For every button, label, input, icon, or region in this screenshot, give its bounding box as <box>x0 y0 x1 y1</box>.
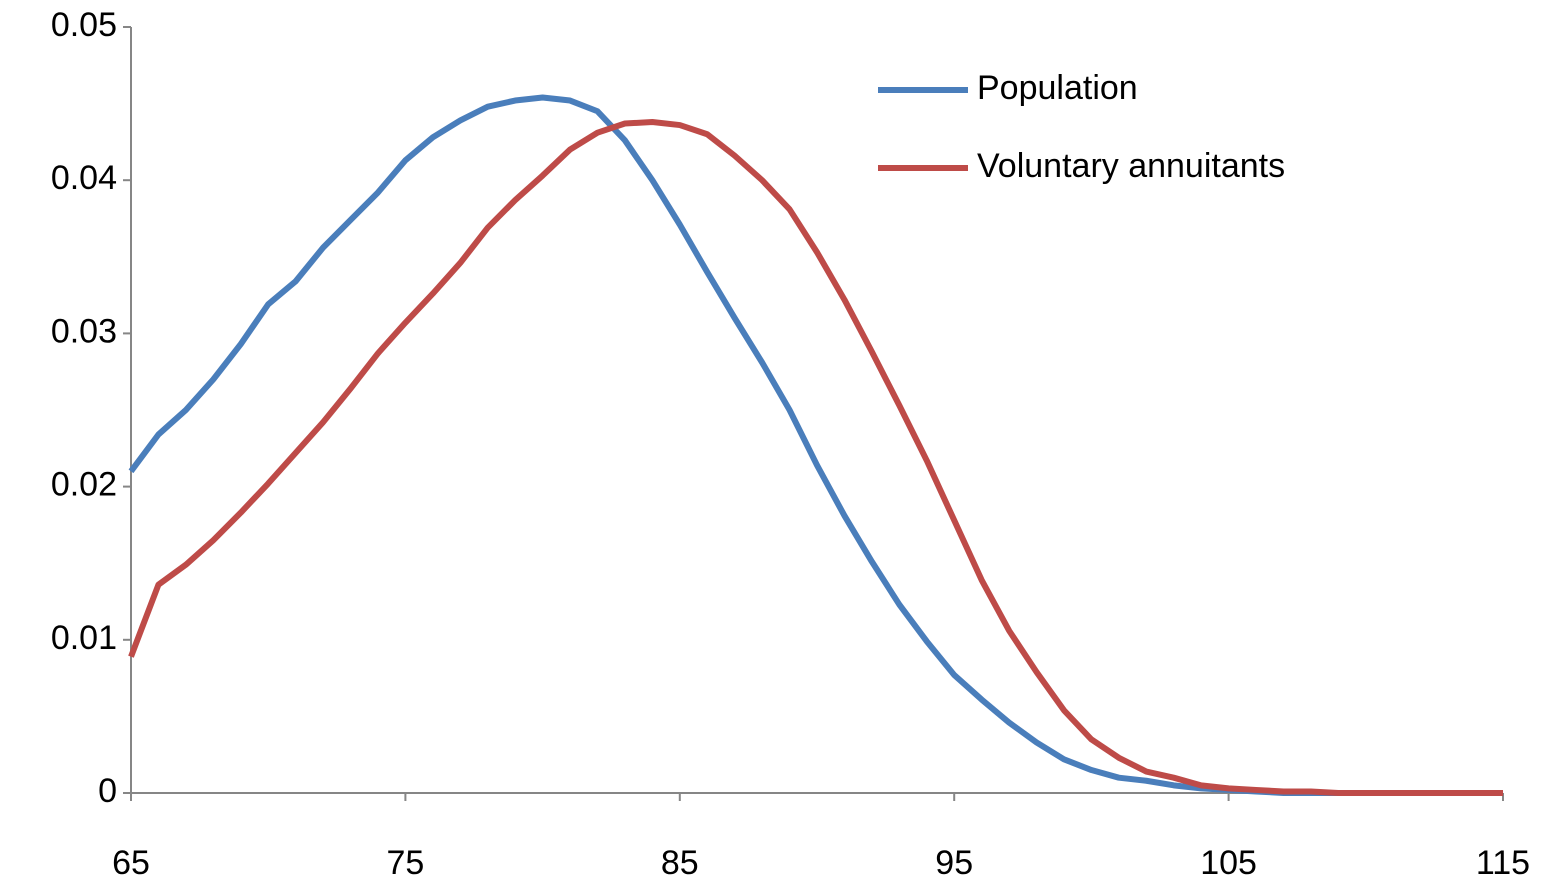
y-tick-label: 0.03 <box>51 312 117 350</box>
data-line <box>128 94 1503 796</box>
x-tick-label: 65 <box>112 844 150 882</box>
x-tick-label: 75 <box>386 844 424 882</box>
x-tick-label: 85 <box>661 844 699 882</box>
y-tick-label: 0.04 <box>51 159 117 197</box>
x-tick-label: 115 <box>1476 844 1530 882</box>
y-tick-label: 0 <box>98 772 117 810</box>
legend-label: Voluntary annuitants <box>977 147 1285 185</box>
data-line <box>128 118 1503 796</box>
y-tick-label: 0.02 <box>51 466 117 504</box>
x-tick-label: 95 <box>935 844 973 882</box>
legend-label: Population <box>977 69 1138 107</box>
y-tick-label: 0.01 <box>51 619 117 657</box>
y-tick-label: 0.05 <box>51 6 117 44</box>
x-tick-label: 105 <box>1200 844 1257 882</box>
